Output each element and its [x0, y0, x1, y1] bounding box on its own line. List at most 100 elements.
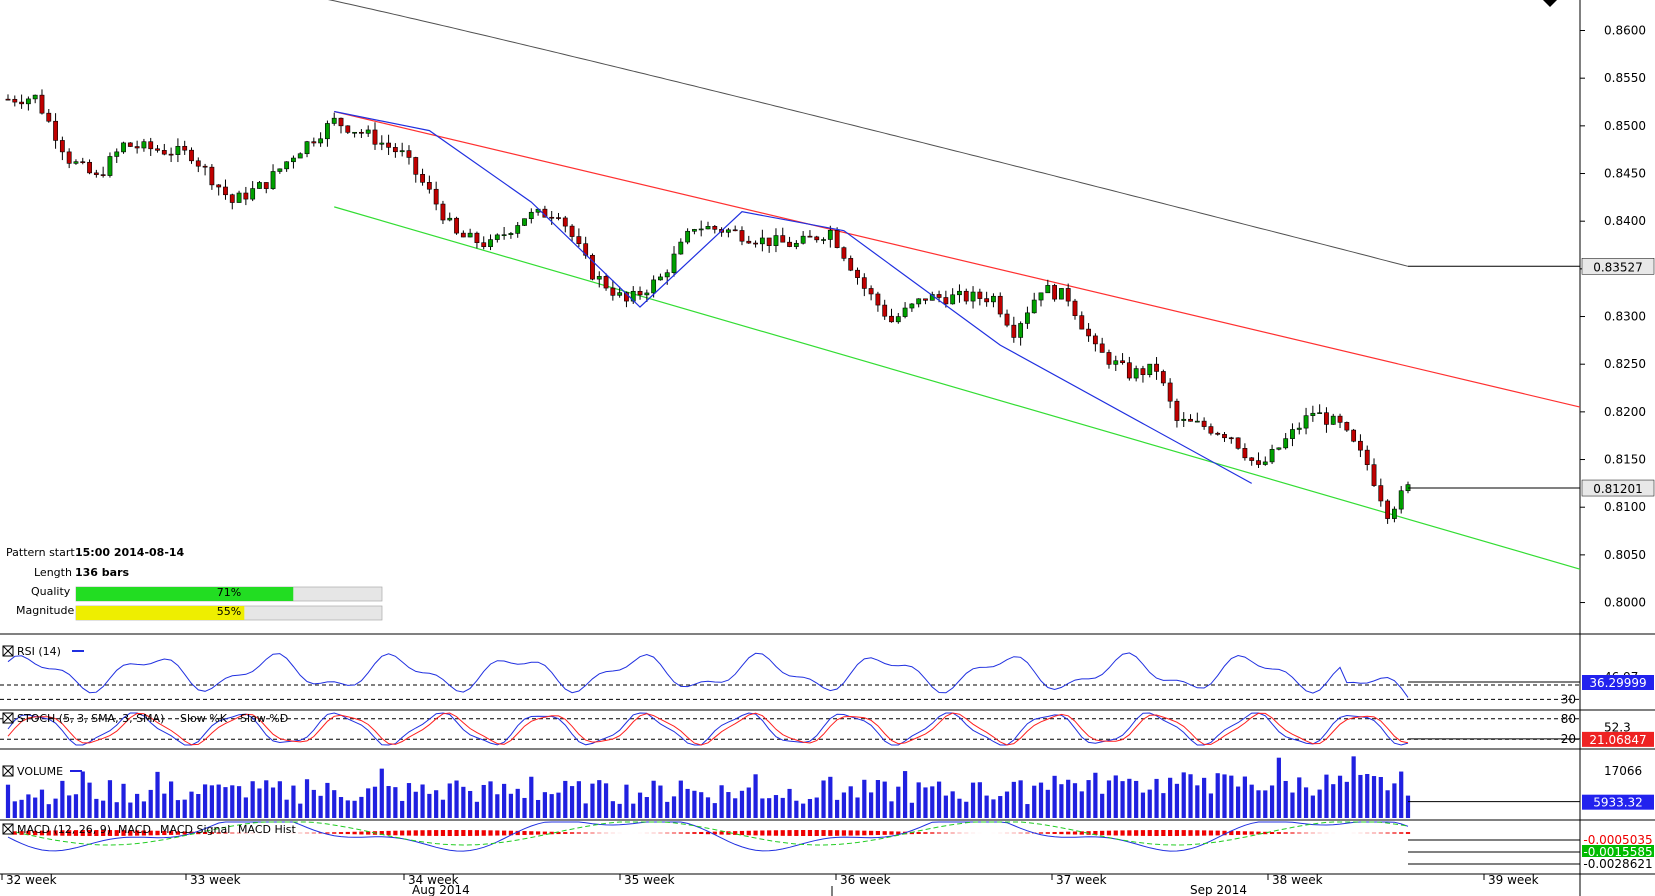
candle-body [107, 156, 113, 176]
candle-body [426, 182, 432, 190]
volume-bar [291, 785, 296, 818]
macd-hist-bar [434, 830, 439, 836]
volume-bar [1324, 774, 1329, 818]
macd-hist-bar [236, 832, 242, 834]
volume-bar [549, 794, 554, 818]
volume-bar [1358, 774, 1363, 818]
candle-body [284, 161, 290, 170]
macd-hist-bar [1188, 830, 1193, 836]
volume-bar [678, 780, 683, 818]
candle-body [467, 232, 473, 238]
volume-bar [175, 800, 181, 818]
volume-bar [1134, 780, 1139, 818]
pattern-length-value: 136 bars [75, 566, 130, 579]
macd-hist-bar [1256, 831, 1261, 835]
candle-body [413, 157, 419, 175]
macd-hist-bar [420, 830, 425, 836]
candle-body [1133, 368, 1139, 379]
candle-body [195, 160, 201, 167]
candle-body [603, 276, 609, 289]
candle-body [1181, 418, 1187, 421]
macd-hist-bar [862, 830, 867, 836]
candle-body [576, 236, 582, 244]
macd-hist-bar [1385, 832, 1390, 834]
volume-bar [651, 780, 656, 818]
resistance-trendline [334, 110, 1581, 408]
macd-hist-bar [352, 831, 357, 835]
candle-body [624, 292, 629, 302]
candle-body [868, 288, 874, 295]
macd-hist-bar [699, 831, 704, 835]
macd-hist-bar [875, 830, 881, 836]
macd-hist-bar [101, 830, 106, 836]
macd-hist-bar [841, 830, 847, 836]
price-tick-label: 0.8600 [1604, 24, 1646, 38]
candle-body [175, 145, 181, 155]
volume-bar [1161, 793, 1166, 818]
volume-bar [169, 781, 174, 818]
candle-body [671, 253, 677, 273]
week-label: 36 week [840, 873, 891, 887]
volume-bar [101, 800, 106, 818]
candle-body [732, 229, 738, 232]
volume-bar [515, 788, 520, 818]
volume-bar [474, 801, 480, 818]
candle-body [250, 188, 256, 200]
candle-body [800, 235, 806, 244]
macd-hist-bar [135, 830, 140, 836]
candle-body [270, 171, 276, 189]
macd-hist-bar [726, 831, 731, 835]
candle-body [923, 298, 928, 301]
macd-hist-bar [508, 830, 514, 836]
candle-body [46, 112, 52, 122]
volume-bar [277, 781, 282, 818]
volume-bar [495, 794, 500, 818]
corner-marker [1543, 0, 1557, 7]
candle-body [1371, 464, 1377, 486]
candle-body [481, 242, 487, 247]
macd-hist-bar [114, 830, 119, 836]
macd-hist-bar [359, 831, 364, 835]
macd-hist-bar [1290, 832, 1295, 834]
macd-hist-bar [332, 832, 337, 834]
macd-hist-bar [882, 831, 887, 835]
candle-body [182, 145, 188, 151]
quality-value: 71% [217, 586, 241, 599]
candle-body [746, 240, 752, 244]
volume-bar [1351, 756, 1356, 818]
candle-body [1018, 323, 1024, 338]
price-tick-label: 0.8500 [1604, 119, 1646, 133]
candle-body [916, 298, 922, 305]
macd-hist-bar [549, 831, 554, 835]
candle-body [705, 226, 711, 230]
volume-bar [1079, 791, 1084, 818]
volume-bar [644, 797, 649, 818]
volume-bar [705, 797, 711, 818]
macd-hist-bar [155, 830, 160, 836]
volume-bar [801, 803, 806, 818]
candle-body [508, 233, 514, 235]
volume-bar [719, 785, 724, 818]
volume-bar [1093, 772, 1098, 818]
macd-hist-bar [515, 830, 520, 836]
candle-body [161, 150, 167, 155]
volume-bar [1303, 787, 1309, 818]
macd-hist-bar [1147, 830, 1152, 836]
candle-body [1154, 363, 1159, 372]
stoch-k-legend: Slow %K [180, 712, 228, 725]
candle-body [793, 242, 799, 247]
volume-bar [658, 785, 663, 818]
candle-body [12, 98, 18, 103]
candle-body [93, 172, 99, 175]
magnitude-bar-fill [76, 606, 245, 620]
macd-hist-bar [1127, 830, 1132, 836]
macd-hist-bar [529, 831, 534, 835]
macd-hist-bar [427, 830, 432, 836]
candle-body [87, 161, 92, 174]
candle-body [1392, 508, 1397, 519]
candle-body [291, 157, 296, 163]
volume-bar [862, 779, 867, 818]
candle-body [651, 279, 657, 294]
candle-body [909, 303, 915, 309]
volume-bar [1392, 783, 1397, 818]
